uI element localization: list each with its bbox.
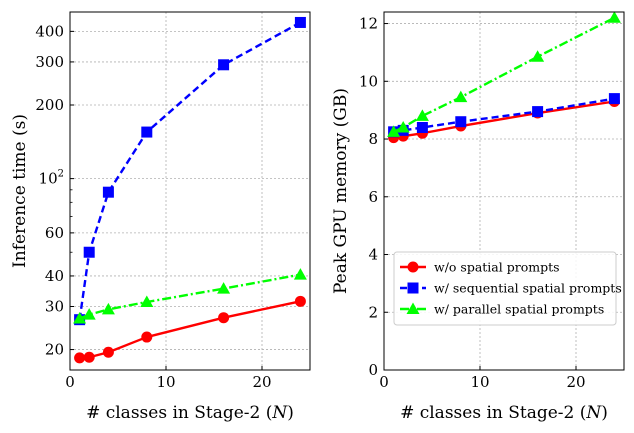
data-point-w-sequential-spatial-prompts xyxy=(455,116,467,128)
data-point-w-sequential-spatial-prompts xyxy=(141,126,153,138)
data-point-w-parallel-spatial-prompts xyxy=(140,295,154,307)
x-tick-label: 20 xyxy=(566,373,585,391)
legend-box xyxy=(393,251,617,326)
legend: w/o spatial prompts w/ sequential spatial… xyxy=(393,251,622,326)
y-tick-label: 20 xyxy=(45,341,64,359)
y-tick-label: 60 xyxy=(45,224,64,242)
series-line-w-sequential-spatial-prompts xyxy=(78,21,301,320)
data-point-w-parallel-spatial-prompts xyxy=(293,268,307,280)
x-tick-label: 20 xyxy=(252,373,271,391)
data-point-w-sequential-spatial-prompts xyxy=(416,121,428,133)
inference-time-chart: 0 10 20 20 30 40 60 102 200 300 400 # classes in St… xyxy=(10,11,311,423)
data-point-w-parallel-spatial-prompts xyxy=(454,90,468,103)
legend-marker-w-parallel-spatial-prompts xyxy=(406,302,420,314)
data-point-w-parallel-spatial-prompts xyxy=(387,125,401,137)
data-point-w-parallel-spatial-prompts xyxy=(217,282,231,294)
y-tick-label: 8 xyxy=(368,130,378,148)
y-tick-exponent: 2 xyxy=(58,169,64,180)
data-point-w-parallel-spatial-prompts xyxy=(101,302,115,315)
y-tick-label: 2 xyxy=(368,303,378,321)
x-axis-label-text: # classes in Stage-2 ( xyxy=(86,403,272,423)
data-point-w-o-spatial-prompts xyxy=(218,312,230,324)
legend-label-w-parallel-spatial-prompts: w/ parallel spatial prompts xyxy=(434,302,604,317)
legend-marker-w-sequential-spatial-prompts xyxy=(407,282,419,294)
y-axis-label: Inference time (s) xyxy=(10,114,30,268)
data-point-w-parallel-spatial-prompts xyxy=(396,120,410,133)
y-tick-label: 102 xyxy=(39,169,64,188)
x-axis-label: # classes in Stage-2 (N) xyxy=(400,403,608,423)
data-point-w-sequential-spatial-prompts xyxy=(218,59,230,71)
data-point-w-o-spatial-prompts xyxy=(141,331,153,343)
y-tick-label: 12 xyxy=(359,15,378,33)
plot-frame xyxy=(383,11,625,371)
y-tick-label: 200 xyxy=(35,96,64,114)
gpu-memory-chart: 0 10 20 0 2 4 6 8 10 12 # classes in Stage-2 (N) Pe… xyxy=(331,11,625,423)
series-line-w-sequential-spatial-prompts xyxy=(393,97,615,134)
y-tick-label: 0 xyxy=(368,361,378,379)
legend-label-w-o-spatial-prompts: w/o spatial prompts xyxy=(434,260,560,275)
legend-label-w-sequential-spatial-prompts: w/ sequential spatial prompts xyxy=(434,281,622,296)
legend-marker-w-o-spatial-prompts xyxy=(407,261,419,273)
x-axis-label-variable: N xyxy=(585,403,602,423)
x-axis-label-close: ) xyxy=(601,403,608,423)
data-point-w-sequential-spatial-prompts xyxy=(83,246,95,258)
data-point-w-parallel-spatial-prompts xyxy=(531,50,545,62)
x-axis-label-variable: N xyxy=(271,403,288,423)
x-tick-label: 0 xyxy=(65,373,75,391)
x-tick-label: 10 xyxy=(470,373,489,391)
x-axis-label-text: # classes in Stage-2 ( xyxy=(400,403,586,423)
y-tick-label: 6 xyxy=(368,188,378,206)
y-tick-label: 10 xyxy=(359,72,378,90)
y-tick-label: 400 xyxy=(35,22,64,40)
y-tick-label: 30 xyxy=(45,297,64,315)
plot-frame xyxy=(69,11,311,371)
series-line-w-parallel-spatial-prompts xyxy=(393,16,615,133)
data-point-w-o-spatial-prompts xyxy=(102,346,114,358)
x-tick-label: 10 xyxy=(156,373,175,391)
data-point-w-sequential-spatial-prompts xyxy=(102,186,114,198)
y-tick-label: 4 xyxy=(368,246,378,264)
data-point-w-parallel-spatial-prompts xyxy=(82,308,96,320)
data-point-w-o-spatial-prompts xyxy=(294,295,306,307)
y-axis-label: Peak GPU memory (GB) xyxy=(331,88,351,294)
data-point-w-sequential-spatial-prompts xyxy=(608,93,620,105)
y-tick-label: 40 xyxy=(45,267,64,285)
y-tick-label: 300 xyxy=(35,53,64,71)
x-axis-label: # classes in Stage-2 (N) xyxy=(86,403,294,423)
x-axis-label-close: ) xyxy=(287,403,294,423)
data-point-w-parallel-spatial-prompts xyxy=(73,311,87,324)
data-point-w-sequential-spatial-prompts xyxy=(532,106,544,118)
data-point-w-o-spatial-prompts xyxy=(74,352,86,364)
data-point-w-o-spatial-prompts xyxy=(83,351,95,363)
data-point-w-parallel-spatial-prompts xyxy=(607,11,621,23)
data-point-w-parallel-spatial-prompts xyxy=(415,109,429,121)
data-point-w-sequential-spatial-prompts xyxy=(294,16,306,28)
x-tick-label: 0 xyxy=(379,373,389,391)
